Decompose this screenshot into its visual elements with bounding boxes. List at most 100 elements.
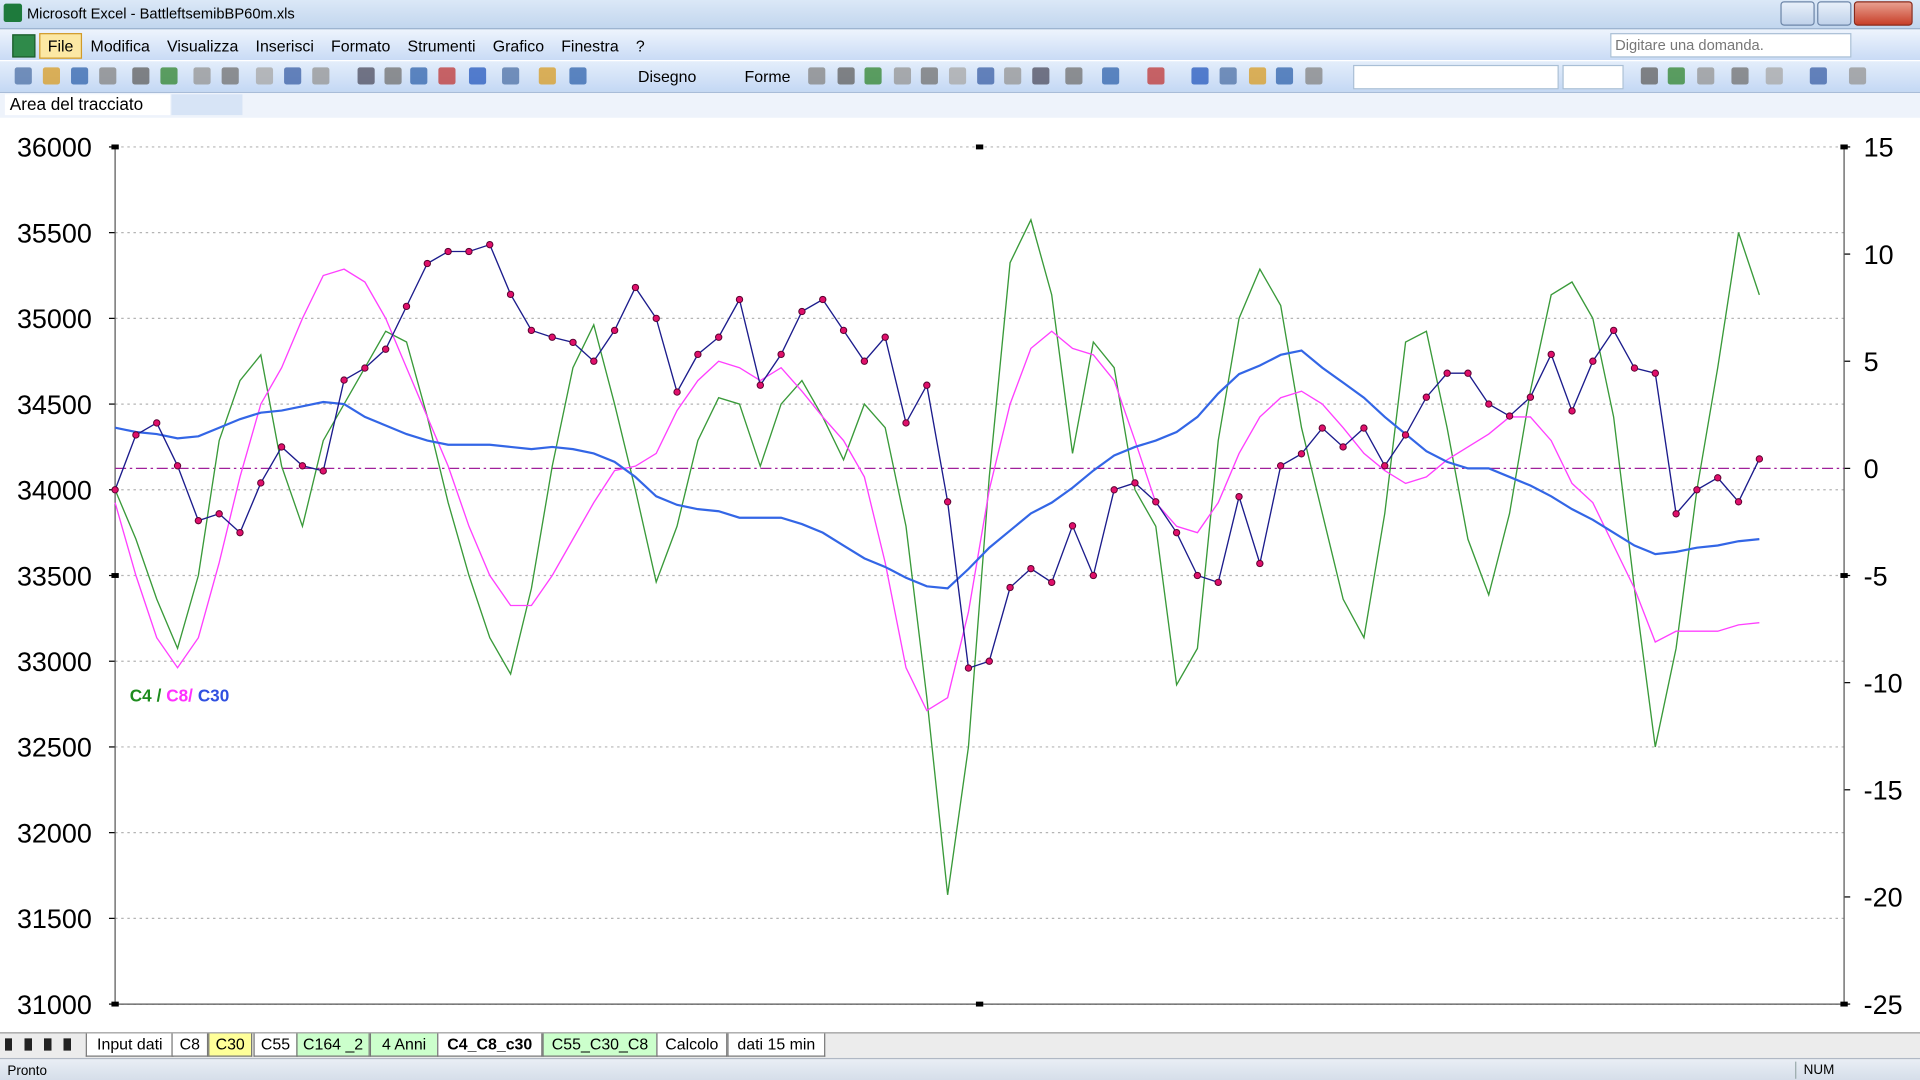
toolbar-icon[interactable] <box>1809 67 1827 85</box>
function-button[interactable] <box>171 94 243 116</box>
toolbar-icon[interactable] <box>42 67 61 85</box>
menu-item[interactable]: Grafico <box>492 36 545 56</box>
toolbar-icon[interactable] <box>1848 67 1867 85</box>
toolbar-icon[interactable] <box>438 67 456 85</box>
toolbar-icon[interactable] <box>1640 67 1658 85</box>
sheet-tab[interactable]: C8 <box>171 1033 209 1057</box>
font-name-box[interactable] <box>1353 64 1559 90</box>
shapes-menu[interactable]: Forme <box>744 67 791 86</box>
toolbar-icon[interactable] <box>977 67 995 85</box>
sheet-tab[interactable]: 4 Anni <box>369 1033 439 1057</box>
close-button[interactable] <box>1853 1 1913 26</box>
toolbar-icon[interactable] <box>1102 67 1120 85</box>
sheet-tab[interactable]: C164 _2 <box>296 1033 370 1057</box>
toolbar-icon[interactable] <box>538 67 556 85</box>
data-point <box>819 295 827 304</box>
font-size-box[interactable] <box>1562 64 1624 90</box>
toolbar-icon[interactable] <box>569 67 587 85</box>
toolbar-icon[interactable] <box>1191 67 1209 85</box>
toolbar-icon[interactable] <box>1731 67 1749 85</box>
toolbar-icon[interactable] <box>357 67 375 85</box>
data-point <box>1027 564 1035 573</box>
help-search-box[interactable]: Digitare una domanda. <box>1610 33 1852 58</box>
data-point <box>839 326 848 335</box>
toolbar-icon[interactable] <box>99 67 117 85</box>
menu-item[interactable]: File <box>39 33 82 59</box>
data-point <box>1464 369 1472 377</box>
data-point <box>548 333 556 341</box>
data-point <box>382 345 390 353</box>
menu-item[interactable]: Strumenti <box>407 36 476 56</box>
toolbar-icon[interactable] <box>468 67 487 85</box>
selection-handle <box>975 144 984 150</box>
data-point <box>1505 412 1514 420</box>
annotation: C4/C8/C30 <box>130 686 229 706</box>
maximize-button[interactable] <box>1817 1 1852 26</box>
toolbar-icon[interactable] <box>864 67 882 85</box>
menu-item[interactable]: Inserisci <box>255 36 314 56</box>
toolbar-icon[interactable] <box>1305 67 1323 85</box>
menu-item[interactable]: Modifica <box>90 36 150 56</box>
y2-tick-label: -5 <box>1864 561 1888 591</box>
toolbar-icon[interactable] <box>14 67 32 85</box>
sheet-tab[interactable]: C55_C30_C8 <box>542 1033 658 1057</box>
toolbar-icon[interactable] <box>1032 67 1050 85</box>
toolbar-icon[interactable] <box>1147 67 1165 85</box>
minimize-button[interactable] <box>1780 1 1815 26</box>
data-point <box>1193 571 1202 580</box>
toolbar-icon[interactable] <box>1004 67 1022 85</box>
toolbar-icon[interactable] <box>384 67 402 85</box>
toolbar-icon[interactable] <box>502 67 520 85</box>
tab-navigation[interactable] <box>4 1038 79 1051</box>
draw-menu[interactable]: Disegno <box>637 67 697 86</box>
menu-item[interactable]: ? <box>635 36 645 56</box>
menu-item[interactable]: Finestra <box>561 36 619 56</box>
y-tick-label: 31500 <box>17 904 92 934</box>
toolbar-icon[interactable] <box>1667 67 1685 85</box>
annotation-part: C4 <box>130 686 152 706</box>
data-point <box>1172 528 1181 537</box>
toolbar-icon[interactable] <box>132 67 150 85</box>
data-point <box>1443 369 1451 377</box>
toolbar-icon[interactable] <box>893 67 912 85</box>
toolbar-icon[interactable] <box>1275 67 1294 85</box>
toolbar-icon[interactable] <box>1697 67 1715 85</box>
y-tick-label: 35500 <box>17 218 92 248</box>
sheet-tab[interactable]: dati 15 min <box>727 1033 826 1057</box>
data-point <box>1734 498 1743 506</box>
data-point <box>631 283 640 292</box>
data-point <box>985 657 993 665</box>
toolbar-icon[interactable] <box>808 67 826 85</box>
menu-item[interactable]: Formato <box>331 36 391 56</box>
chart-area <box>0 117 1920 1033</box>
sheet-tab[interactable]: C55 <box>253 1033 298 1057</box>
toolbar-icon[interactable] <box>1065 67 1083 85</box>
toolbar-icon[interactable] <box>1248 67 1267 85</box>
toolbar-icon[interactable] <box>284 67 302 85</box>
data-point <box>943 498 952 506</box>
sheet-tab[interactable]: C30 <box>208 1033 253 1057</box>
toolbar-icon[interactable] <box>312 67 330 85</box>
toolbar-icon[interactable] <box>160 67 178 85</box>
menu-item[interactable]: Visualizza <box>166 36 239 56</box>
data-point <box>777 350 785 359</box>
toolbar-icon[interactable] <box>71 67 89 85</box>
toolbar-icon[interactable] <box>948 67 967 85</box>
name-box[interactable]: Area del tracciato <box>4 94 171 116</box>
series-line <box>114 243 1760 669</box>
sheet-tab[interactable]: Calcolo <box>656 1033 728 1057</box>
toolbar-icon[interactable] <box>920 67 938 85</box>
y-tick-label: 31000 <box>17 990 92 1020</box>
selection-handle <box>1840 144 1848 150</box>
selection-handle <box>975 1001 984 1007</box>
toolbar-icon[interactable] <box>255 67 274 85</box>
toolbar-icon[interactable] <box>193 67 211 85</box>
sheet-tab[interactable]: Input dati <box>85 1033 174 1057</box>
toolbar-icon[interactable] <box>1765 67 1783 85</box>
data-point <box>1235 492 1243 501</box>
sheet-tab[interactable]: C4_C8_c30 <box>437 1033 543 1057</box>
toolbar-icon[interactable] <box>410 67 428 85</box>
toolbar-icon[interactable] <box>1219 67 1237 85</box>
toolbar-icon[interactable] <box>221 67 239 85</box>
toolbar-icon[interactable] <box>837 67 855 85</box>
